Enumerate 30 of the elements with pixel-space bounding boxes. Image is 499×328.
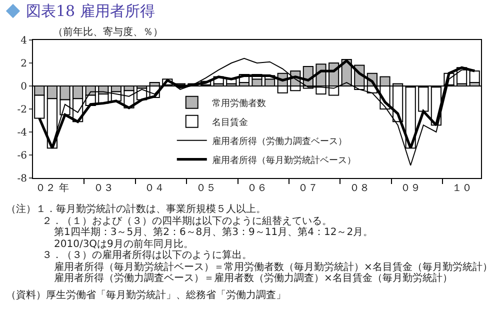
text: （資料）厚生労働省「毎月勤労統計」、総務省「労働力調査」	[6, 290, 287, 301]
y-axis-title: （前年比、寄与度、％）	[53, 26, 163, 38]
chart-title: 図表18 雇用者所得	[26, 2, 155, 20]
text: 雇用者所得（毎月勤労統計ベース）＝常用労働者数（毎月勤労統計）×名目賃金（毎月勤労統計）	[53, 262, 494, 272]
text: 雇用者所得（労働力調査ベース）＝雇用者数（労働力調査）×名目賃金（毎月勤労統計）	[53, 273, 454, 284]
text: ２．（１）および（３）の四半期は以下のように組替えている。	[41, 216, 333, 226]
legend-label: 雇用者所得（労働力調査ベース）	[212, 136, 347, 147]
legend-label: 雇用者所得（毎月勤労統計ベース）	[212, 154, 356, 166]
x-tick-label: ０３	[93, 183, 114, 194]
x-tick-label: ０２ 年	[36, 182, 69, 194]
x-tick-label: ０７	[298, 183, 318, 194]
y-tick-label: -6	[17, 150, 27, 162]
y-tick-label: 4	[20, 36, 27, 46]
legend-label: 常用労働者数	[212, 98, 266, 109]
y-tick-label: 0	[20, 82, 27, 92]
y-tick-label: 2	[20, 58, 27, 70]
text: 第1四半期：3～5月、第2：6～8月、第3：9～11月、第4：12～2月。	[53, 227, 374, 238]
x-tick-label: ０４	[144, 183, 165, 194]
x-tick-label: １０	[452, 183, 472, 194]
text: （注）１．毎月勤労統計の計数は、事業所規模５人以上。	[6, 204, 267, 216]
x-tick-label: ０８	[349, 183, 370, 194]
y-tick-label: -2	[17, 104, 27, 116]
y-tick-label: -4	[17, 128, 27, 138]
legend-label: 名目賃金	[212, 116, 248, 128]
y-tick-label: -8	[17, 174, 27, 184]
text: 2010/3Qは9月の前年同月比。	[53, 238, 194, 250]
x-tick-label: ０９	[400, 183, 421, 194]
text: ３．（３）の雇用者所得は以下のように算出。	[41, 250, 253, 262]
x-tick-label: ０６	[247, 183, 267, 194]
x-tick-label: ０５	[196, 183, 216, 194]
